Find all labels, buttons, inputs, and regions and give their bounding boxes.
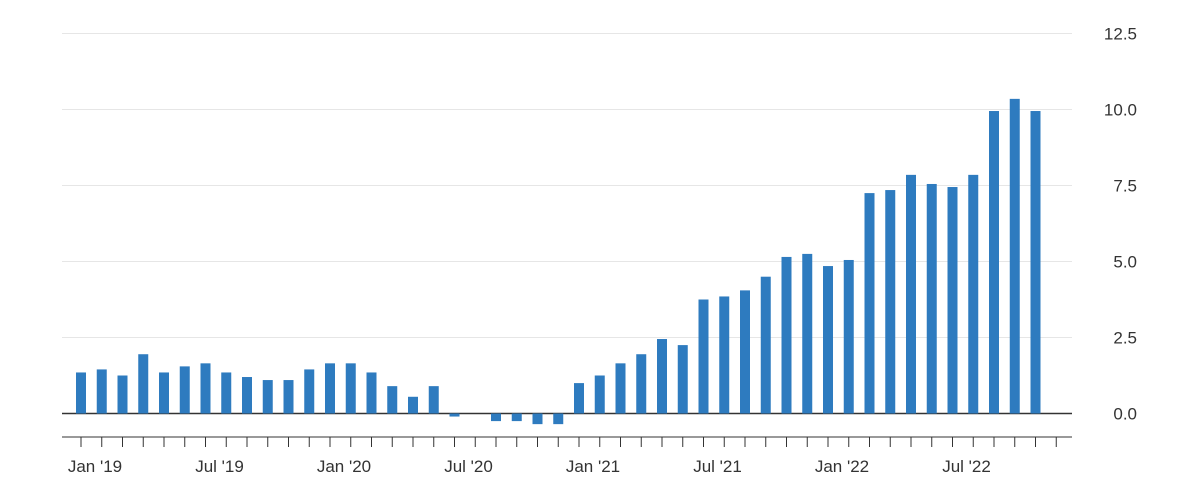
gridlines: [62, 33, 1072, 415]
bar: [760, 276, 771, 414]
x-tick-label: Jul '19: [195, 457, 244, 476]
bar: [428, 386, 439, 414]
bar: [636, 354, 647, 414]
bar: [657, 339, 667, 414]
bar: [947, 187, 958, 414]
bar: [823, 266, 833, 414]
bar: [989, 111, 999, 414]
x-tick-label: Jul '21: [693, 457, 742, 476]
bars: [76, 98, 1041, 425]
bar: [677, 345, 688, 414]
y-tick-label: 10.0: [1104, 101, 1137, 120]
x-axis-labels: Jan '19 Jul '19 Jan '20 Jul '20 Jan '21 Jul '…: [68, 457, 991, 476]
bar: [76, 372, 86, 414]
bar: [387, 386, 398, 414]
bar: [594, 375, 605, 414]
bar: [698, 299, 709, 414]
y-tick-label: 2.5: [1113, 329, 1137, 348]
bar: [574, 383, 584, 414]
x-tick-label: Jul '22: [942, 457, 991, 476]
bar: [802, 253, 813, 414]
y-tick-label: 0.0: [1113, 405, 1137, 424]
bar: [511, 413, 522, 422]
bar: [843, 259, 854, 414]
bar: [345, 363, 356, 414]
bar: [740, 290, 750, 414]
bar: [262, 380, 273, 414]
y-tick-label: 5.0: [1113, 253, 1137, 272]
bar: [138, 354, 149, 414]
x-tick-label: Jan '20: [317, 457, 371, 476]
y-axis-labels: 0.0 2.5 5.0 7.5 10.0 12.5: [1104, 25, 1137, 424]
bar: [968, 174, 979, 414]
bar: [96, 369, 107, 414]
bar: [200, 363, 211, 414]
x-tick-label: Jan '22: [815, 457, 869, 476]
bar: [242, 377, 252, 414]
bar: [719, 296, 730, 414]
bar: [491, 413, 501, 422]
bar: [906, 174, 916, 414]
bar: [553, 413, 564, 425]
bar: [283, 380, 294, 414]
y-tick-label: 7.5: [1113, 177, 1137, 196]
x-axis: [62, 436, 1072, 447]
bar: [366, 372, 377, 414]
bar: [449, 413, 460, 417]
x-tick-label: Jul '20: [444, 457, 493, 476]
bar: [221, 372, 232, 414]
bar: [781, 256, 792, 414]
bar: [532, 413, 543, 425]
bar: [615, 363, 626, 414]
bar: [926, 183, 937, 414]
bar: [864, 193, 875, 414]
bar: [325, 363, 335, 414]
bar: [1030, 111, 1041, 414]
bar: [1009, 98, 1020, 414]
x-tick-label: Jan '21: [566, 457, 620, 476]
y-tick-label: 12.5: [1104, 25, 1137, 44]
bar: [117, 375, 128, 414]
x-tick-label: Jan '19: [68, 457, 122, 476]
bar: [159, 372, 169, 414]
bar: [885, 190, 896, 414]
bar: [179, 366, 190, 414]
bar: [408, 396, 418, 414]
bar: [304, 369, 315, 414]
